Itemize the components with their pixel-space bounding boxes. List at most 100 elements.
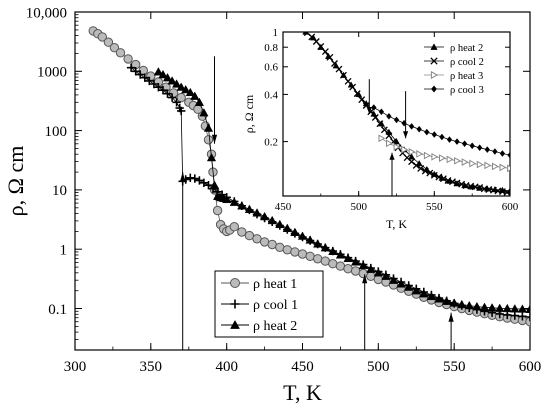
inset-legend: ρ heat 2 ρ cool 2 ρ heat 3 ρ cool 3 [424, 43, 484, 96]
data-point [358, 260, 368, 270]
data-point [484, 146, 491, 154]
data-point [371, 114, 379, 121]
x-axis-label: T, K [386, 217, 407, 231]
y-tick-label: 0.1 [48, 302, 67, 318]
x-tick-label: 500 [367, 359, 390, 375]
legend-marker [431, 85, 437, 93]
data-point [476, 160, 484, 169]
data-point [103, 37, 114, 47]
legend-label: ρ cool 2 [450, 57, 484, 68]
data-point [469, 159, 477, 168]
data-point [518, 312, 527, 321]
data-point [350, 257, 361, 266]
data-point [229, 222, 240, 232]
x-tick-label: 450 [275, 201, 292, 213]
data-point [479, 302, 490, 311]
data-point [353, 90, 361, 98]
y-tick-label: 0.4 [264, 89, 278, 101]
legend-marker [230, 299, 240, 309]
series-line [158, 71, 530, 310]
data-point [396, 279, 406, 288]
y-tick-label: 0.8 [264, 42, 278, 54]
data-point [244, 204, 255, 213]
data-point [424, 128, 430, 136]
data-point [492, 162, 499, 171]
data-point [408, 148, 416, 156]
data-point [343, 264, 353, 274]
arrow-head [362, 274, 368, 284]
data-point [140, 73, 149, 82]
data-point [430, 171, 438, 179]
data-point [190, 174, 199, 183]
legend-marker [430, 57, 438, 65]
data-point [320, 242, 330, 252]
data-point [181, 84, 191, 94]
data-point [461, 140, 468, 148]
x-tick-label: 500 [350, 201, 367, 213]
data-point [290, 227, 300, 236]
y-tick-label: 0.6 [264, 62, 278, 74]
inset-plot: 450 500 550 600 0.2 0.4 0.6 0.8 1 T, K ρ, Ω cm [242, 27, 519, 231]
data-point [97, 32, 108, 42]
data-point [385, 132, 393, 140]
data-point [259, 211, 270, 221]
arrow-head [180, 172, 186, 182]
data-point [416, 125, 422, 133]
data-point [419, 288, 429, 298]
plot-frame [282, 31, 511, 197]
data-point [203, 123, 214, 132]
data-point [507, 164, 510, 173]
data-point [335, 65, 343, 73]
data-point [393, 116, 400, 124]
data-point [335, 250, 346, 259]
data-point [212, 205, 223, 216]
data-point [328, 246, 338, 255]
data-point [313, 239, 323, 248]
data-point [373, 268, 383, 277]
data-point [343, 253, 353, 263]
legend-marker [430, 43, 438, 50]
arrows [180, 56, 454, 350]
legend-label: ρ cool 3 [450, 85, 484, 96]
x-tick-label: 600 [502, 201, 519, 213]
y-axis-label: ρ, Ω cm [3, 146, 28, 217]
data-point [404, 282, 414, 291]
data-point [282, 245, 292, 255]
data-point [195, 176, 204, 185]
data-point [386, 139, 393, 148]
data-point [126, 63, 136, 72]
data-point [408, 122, 415, 130]
x-tick-label: 550 [426, 201, 443, 213]
data-point [366, 264, 376, 273]
data-point [449, 298, 459, 307]
data-point [162, 72, 173, 82]
data-point [401, 145, 409, 154]
data-point [457, 299, 467, 309]
data-layer [88, 26, 530, 327]
data-point [464, 300, 474, 310]
data-point [153, 67, 164, 76]
arrow-head [366, 107, 372, 114]
data-point [331, 60, 338, 67]
data-point [171, 79, 182, 88]
data-point [386, 112, 392, 120]
data-point [510, 304, 520, 313]
legend-marker [230, 278, 240, 288]
x-tick-label: 450 [291, 359, 314, 375]
data-point [492, 148, 498, 155]
data-point [408, 153, 416, 160]
legend-label: ρ heat 1 [253, 277, 297, 292]
data-point [158, 69, 168, 79]
data-point [454, 156, 462, 165]
data-point [297, 249, 308, 259]
legend-marker [230, 319, 240, 329]
data-point [237, 201, 247, 210]
data-point [209, 180, 220, 189]
x-tick-label: 300 [64, 359, 87, 375]
data-point [158, 86, 168, 95]
data-point [435, 173, 443, 181]
data-point [149, 79, 159, 89]
data-point [388, 275, 399, 284]
legend-label: ρ heat 2 [253, 319, 297, 334]
